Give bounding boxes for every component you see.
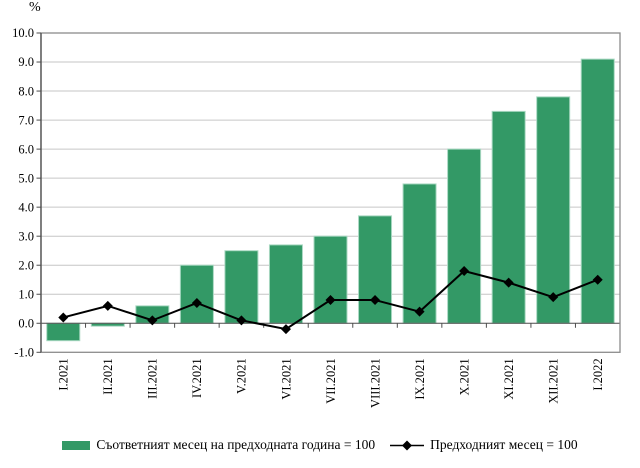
legend-label-month-over-month: Предходният месец = 100 xyxy=(430,437,578,452)
legend-item-year-over-year: Съответният месец на предходната година … xyxy=(62,437,375,453)
svg-text:IX.2021: IX.2021 xyxy=(413,358,427,399)
legend-item-month-over-month: Предходният месец = 100 xyxy=(390,437,578,453)
svg-text:XI.2021: XI.2021 xyxy=(502,358,516,399)
svg-text:1.0: 1.0 xyxy=(18,287,34,301)
svg-text:0.0: 0.0 xyxy=(18,316,34,330)
bar-series-swatch-icon xyxy=(62,440,91,450)
svg-text:2.0: 2.0 xyxy=(18,258,34,272)
svg-text:10.0: 10.0 xyxy=(12,26,34,40)
line-series-marker-icon xyxy=(390,440,425,450)
svg-text:VI.2021: VI.2021 xyxy=(279,358,293,399)
chart-legend: Съответният месец на предходната година … xyxy=(0,437,640,453)
svg-text:4.0: 4.0 xyxy=(18,200,34,214)
svg-text:VII.2021: VII.2021 xyxy=(324,358,338,403)
legend-label-year-over-year: Съответният месец на предходната година … xyxy=(96,437,376,452)
svg-text:IV.2021: IV.2021 xyxy=(190,358,204,398)
svg-text:XII.2021: XII.2021 xyxy=(546,358,560,403)
svg-text:III.2021: III.2021 xyxy=(146,358,160,399)
svg-text:3.0: 3.0 xyxy=(18,229,34,243)
svg-text:I.2021: I.2021 xyxy=(57,358,71,390)
svg-text:I.2022: I.2022 xyxy=(591,358,605,390)
svg-text:5.0: 5.0 xyxy=(18,171,34,185)
svg-text:7.0: 7.0 xyxy=(18,113,34,127)
y-axis-unit-label: % xyxy=(29,0,41,15)
svg-text:X.2021: X.2021 xyxy=(457,358,471,395)
svg-text:6.0: 6.0 xyxy=(18,142,34,156)
plot-area: 10.0 9.0 8.0 7.0 6.0 5.0 4.0 3.0 2.0 1.0 0.0 -1.0 I.… xyxy=(12,26,621,408)
svg-text:VIII.2021: VIII.2021 xyxy=(368,358,382,408)
svg-text:V.2021: V.2021 xyxy=(235,358,249,394)
svg-text:9.0: 9.0 xyxy=(18,55,34,69)
svg-text:-1.0: -1.0 xyxy=(14,346,34,360)
svg-text:II.2021: II.2021 xyxy=(101,358,115,394)
svg-text:8.0: 8.0 xyxy=(18,84,34,98)
